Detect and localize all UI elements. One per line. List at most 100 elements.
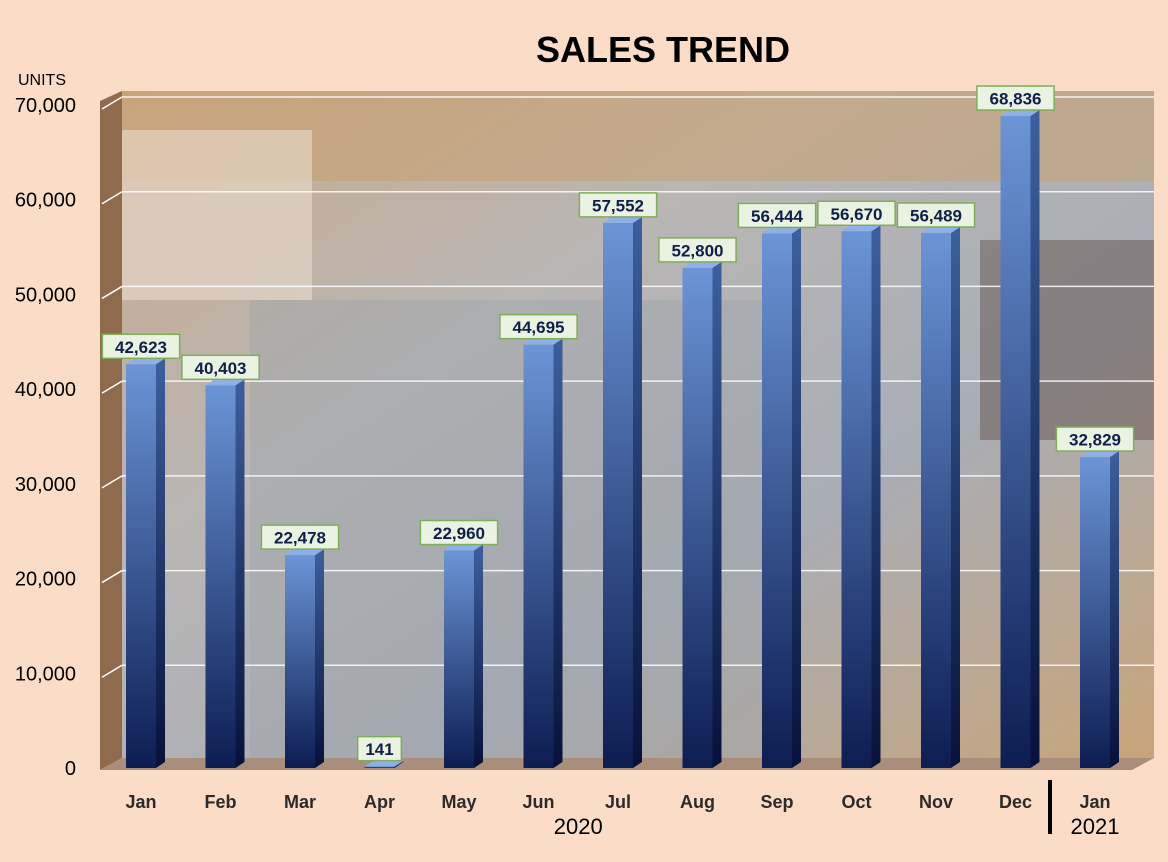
y-tick-label: 20,000 [15, 569, 76, 591]
value-label-box [260, 524, 340, 550]
bar [364, 766, 395, 768]
gridline-side [101, 285, 123, 300]
y-tick-label: 50,000 [15, 284, 76, 306]
year-labels: 2020 2021 [554, 814, 1120, 839]
value-label-box [896, 202, 976, 228]
bar [1000, 116, 1031, 769]
bar-side [792, 227, 801, 769]
gridline-side [101, 664, 123, 678]
x-tick-label: Sep [760, 792, 793, 812]
y-tick-label: 30,000 [15, 474, 76, 496]
x-tick-labels: Jan Feb Mar Apr May Jun Jul Aug Sep Oct Nov Dec Jan [125, 792, 1110, 812]
bar-top [126, 358, 165, 365]
year-label: 2020 [554, 814, 603, 839]
value-label: 42,623 [115, 338, 167, 357]
gridline-side [101, 96, 123, 110]
bar-top [1000, 110, 1040, 117]
x-tick-label: Dec [999, 792, 1032, 812]
bar [444, 550, 474, 768]
y-tick-label: 10,000 [15, 663, 76, 685]
y-tick-label: 60,000 [15, 190, 76, 212]
x-tick-label: Oct [841, 792, 871, 812]
value-label-box [419, 519, 499, 546]
gridline-side [101, 380, 123, 394]
bar-side [315, 549, 324, 768]
gridline-side [101, 191, 123, 205]
y-tick-label: 70,000 [15, 95, 76, 117]
x-tick-label: Mar [284, 792, 316, 812]
bar-top [285, 549, 324, 556]
value-label: 57,552 [592, 196, 644, 215]
y-axis-label: UNITS [18, 72, 66, 89]
value-label: 32,829 [1069, 431, 1121, 450]
value-label-box [976, 85, 1055, 111]
bar [285, 555, 315, 768]
value-label: 52,800 [672, 241, 724, 260]
value-label-box [658, 237, 737, 263]
bar-side [871, 225, 881, 768]
gridline-side [101, 569, 123, 584]
bar-side [712, 261, 722, 768]
bar [921, 232, 951, 768]
x-tick-label: Jan [125, 792, 156, 812]
bar [682, 267, 713, 768]
bar [762, 233, 792, 769]
value-label-box [499, 313, 578, 340]
bar-side [235, 379, 245, 768]
bar-side [553, 338, 563, 768]
bar-top [364, 760, 404, 767]
value-label: 22,478 [274, 529, 326, 548]
x-tick-label: Apr [364, 792, 395, 812]
gridline-side [101, 475, 123, 489]
value-label: 40,403 [195, 359, 247, 378]
bar-side [951, 226, 960, 768]
value-label-box [737, 202, 817, 229]
bar [126, 364, 156, 768]
bar-side [474, 544, 483, 768]
bar-top [444, 544, 483, 551]
bar-side [1030, 110, 1040, 769]
bar [841, 231, 872, 768]
bar-side [156, 358, 165, 768]
x-tick-label: Jan [1079, 792, 1110, 812]
bar-side [633, 216, 642, 769]
value-label-box [101, 333, 181, 360]
year-label: 2021 [1071, 814, 1120, 839]
value-label: 56,670 [831, 205, 883, 224]
value-label-box [817, 200, 896, 227]
value-label-box [181, 354, 260, 381]
x-tick-label: Aug [680, 792, 715, 812]
bar [523, 344, 554, 768]
bars [126, 110, 1119, 769]
bar [1080, 457, 1110, 768]
x-tick-label: Jun [522, 792, 554, 812]
x-tick-label: Jul [605, 792, 631, 812]
bar-top [205, 379, 245, 386]
chart-title: SALES TREND [536, 29, 790, 70]
bar-top [682, 261, 722, 268]
x-tick-label: Feb [204, 792, 236, 812]
bar-top [762, 227, 801, 234]
backdrop-left-shop [122, 130, 312, 300]
value-label: 56,444 [751, 207, 804, 226]
y-tick-label: 40,000 [15, 379, 76, 401]
bar [205, 385, 236, 768]
value-label-box [578, 192, 658, 218]
plot-side-wall [100, 91, 122, 770]
value-label-box [1055, 426, 1135, 452]
value-label-box [356, 735, 403, 762]
value-label: 56,489 [910, 206, 962, 225]
bar-top [523, 338, 563, 345]
value-label: 22,960 [433, 524, 485, 543]
bar-top [603, 216, 642, 223]
bar-side [394, 760, 404, 768]
value-labels: 42,623 40,403 22,478 141 22,960 44,695 57,552 5… [101, 85, 1135, 762]
bar-side [1110, 451, 1119, 768]
value-label: 44,695 [513, 318, 565, 337]
y-tick-labels: 0 10,000 20,000 30,000 40,000 50,000 60,000 70,… [15, 95, 76, 780]
value-label: 141 [365, 740, 393, 759]
y-tick-label: 0 [65, 758, 76, 780]
bar-top [921, 226, 960, 233]
bar-top [1080, 451, 1119, 458]
